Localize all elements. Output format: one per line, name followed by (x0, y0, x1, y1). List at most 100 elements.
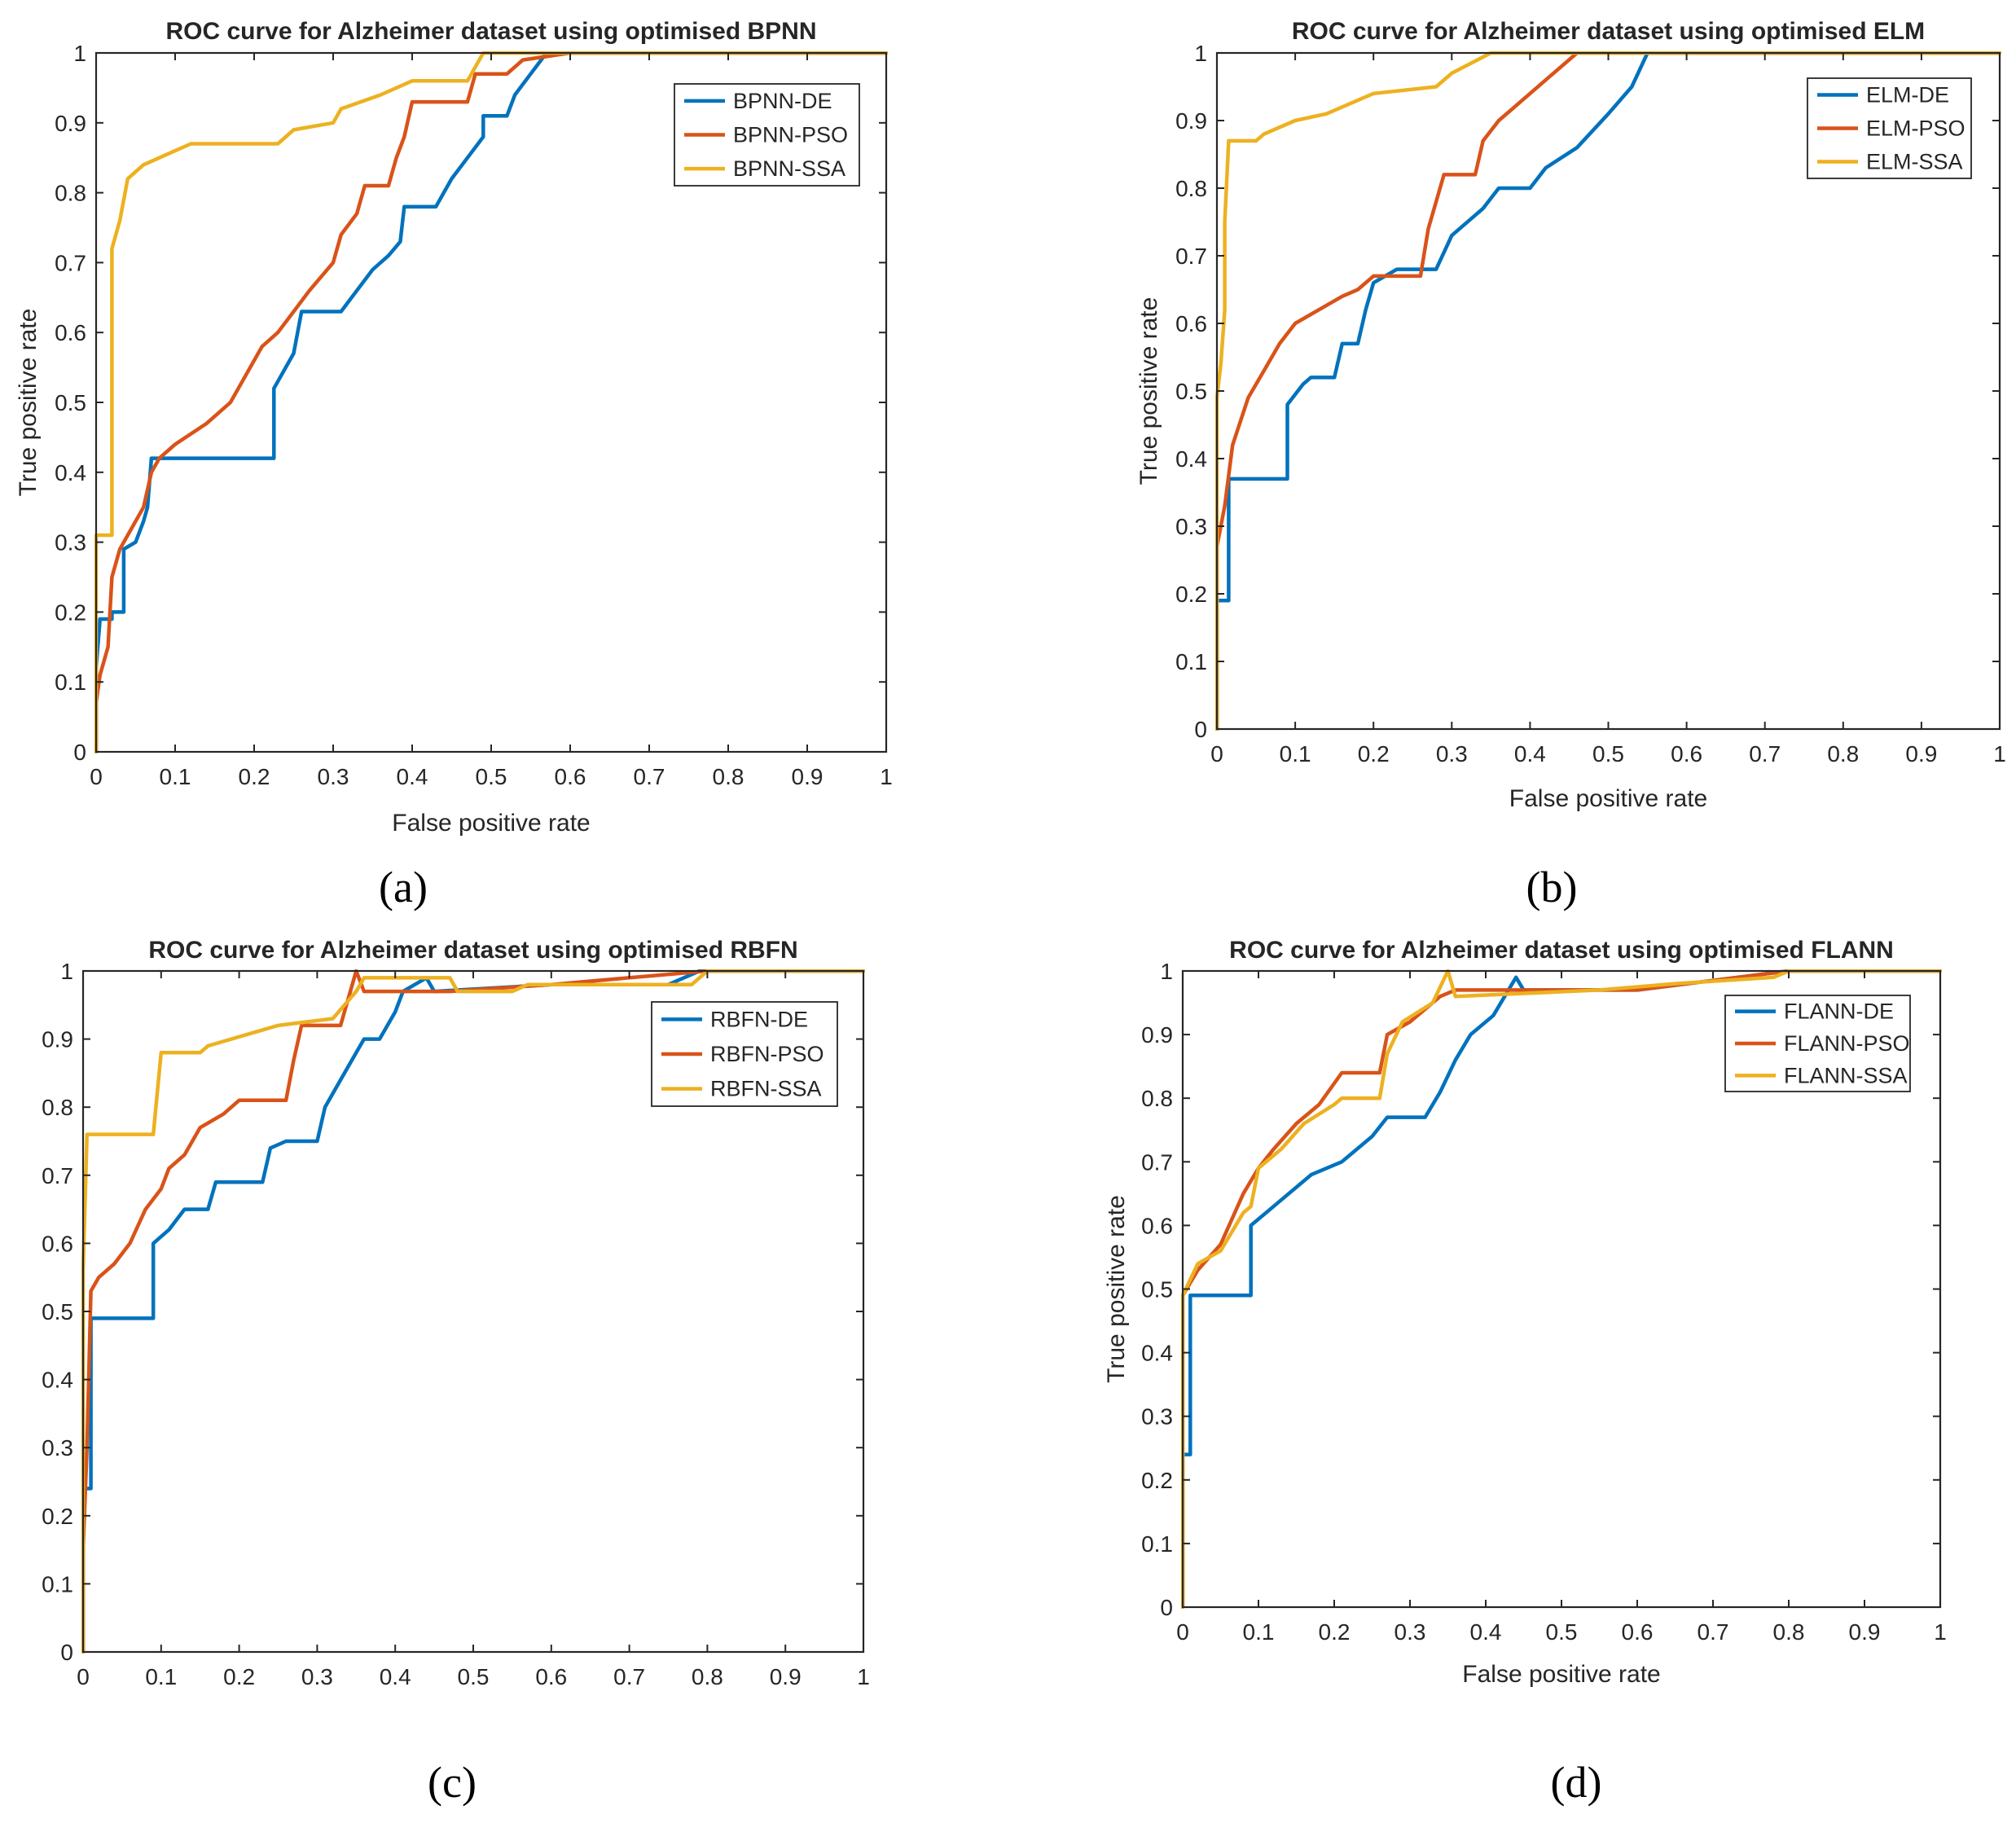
legend-label-bpnn-ssa: BPNN-SSA (733, 156, 845, 181)
x-tick-label-b-1: 0.1 (1280, 741, 1311, 767)
y-tick-label-c-0: 0 (60, 1640, 73, 1665)
x-tick-label-a-4: 0.4 (397, 764, 428, 789)
y-tick-label-a-3: 0.3 (55, 530, 86, 556)
legend-b: ELM-DE ELM-PSO ELM-SSA (1807, 77, 1972, 179)
x-tick-label-c-2: 0.2 (223, 1664, 255, 1689)
series-line-elm-pso (1215, 51, 2001, 731)
y-tick-label-c-6: 0.6 (42, 1231, 73, 1256)
legend-d: FLANN-DE FLANN-PSO FLANN-SSA (1724, 995, 1911, 1092)
x-tick-label-c-3: 0.3 (301, 1664, 333, 1689)
legend-label-flann-ssa: FLANN-SSA (1784, 1063, 1908, 1087)
y-tick-label-c-5: 0.5 (42, 1299, 73, 1324)
y-tick-label-c-9: 0.9 (42, 1027, 73, 1052)
y-tick-label-d-9: 0.9 (1141, 1022, 1173, 1048)
x-tick-label-d-2: 0.2 (1319, 1619, 1351, 1645)
x-tick-label-b-0: 0 (1210, 741, 1223, 767)
roc-chart-c: 0 0.1 0.2 0.3 0.4 0.5 0.6 0.7 0.8 0.9 1 0 0.1 0.2 0.3 0… (42, 937, 870, 1689)
y-tick-label-b-8: 0.8 (1175, 176, 1207, 201)
x-axis-label-a: False positive rate (392, 810, 590, 837)
chart-title-c: ROC curve for Alzheimer dataset using op… (148, 937, 797, 964)
y-tick-label-a-5: 0.5 (55, 390, 86, 415)
x-tick-label-b-4: 0.4 (1514, 741, 1546, 767)
legend-label-bpnn-de: BPNN-DE (733, 89, 832, 113)
y-tick-label-b-6: 0.6 (1175, 311, 1207, 336)
y-tick-label-d-0: 0 (1160, 1595, 1173, 1620)
y-axis-label-a: True positive rate (15, 309, 42, 497)
y-tick-label-b-5: 0.5 (1175, 379, 1207, 404)
y-tick-label-b-7: 0.7 (1175, 244, 1207, 269)
caption-c: (c) (428, 1758, 477, 1807)
y-tick-label-b-2: 0.2 (1175, 582, 1207, 607)
series-line-flann-de (1181, 969, 1942, 1609)
x-tick-label-a-8: 0.8 (713, 764, 744, 789)
x-tick-label-c-0: 0 (77, 1664, 90, 1689)
x-tick-label-c-8: 0.8 (692, 1664, 723, 1689)
y-tick-label-a-10: 1 (73, 41, 86, 66)
y-tick-label-a-8: 0.8 (55, 181, 86, 206)
y-tick-label-d-5: 0.5 (1141, 1277, 1173, 1302)
x-tick-label-a-7: 0.7 (634, 764, 665, 789)
x-tick-label-b-6: 0.6 (1671, 741, 1702, 767)
legend-label-flann-de: FLANN-DE (1784, 999, 1894, 1024)
series-line-flann-pso (1181, 969, 1942, 1609)
chart-title-a: ROC curve for Alzheimer dataset using op… (165, 18, 816, 45)
x-tick-label-b-7: 0.7 (1749, 741, 1781, 767)
roc-chart-a: 0 0.1 0.2 0.3 0.4 0.5 0.6 0.7 0.8 0.9 1 0 0.1 0.2 0.3 0… (15, 18, 893, 837)
caption-a: (a) (379, 863, 428, 912)
x-tick-label-d-1: 0.1 (1243, 1619, 1275, 1645)
series-line-flann-ssa (1181, 969, 1942, 1609)
x-tick-label-b-5: 0.5 (1592, 741, 1624, 767)
y-tick-label-a-7: 0.7 (55, 250, 86, 275)
legend-c: RBFN-DE RBFN-PSO RBFN-SSA (651, 1001, 838, 1107)
legend-label-rbfn-de: RBFN-DE (710, 1007, 808, 1031)
series-line-rbfn-ssa (81, 969, 865, 1654)
y-tick-label-b-1: 0.1 (1175, 649, 1207, 674)
series-line-bpnn-pso (94, 51, 888, 753)
x-tick-label-d-5: 0.5 (1546, 1619, 1578, 1645)
y-tick-label-c-8: 0.8 (42, 1095, 73, 1120)
x-tick-label-c-10: 1 (857, 1664, 870, 1689)
x-axis-label-b: False positive rate (1509, 785, 1707, 812)
x-tick-label-b-10: 1 (1993, 741, 2006, 767)
x-tick-label-b-3: 0.3 (1436, 741, 1468, 767)
y-tick-label-c-3: 0.3 (42, 1435, 73, 1461)
series-line-rbfn-de (81, 969, 865, 1654)
series-line-bpnn-ssa (94, 51, 888, 753)
y-tick-label-d-10: 1 (1160, 959, 1173, 984)
x-tick-label-a-3: 0.3 (318, 764, 349, 789)
y-tick-label-d-8: 0.8 (1141, 1086, 1173, 1111)
series-line-bpnn-de (94, 51, 888, 753)
legend-label-rbfn-ssa: RBFN-SSA (710, 1077, 822, 1101)
y-tick-label-b-10: 1 (1194, 41, 1207, 66)
roc-chart-b: 0 0.1 0.2 0.3 0.4 0.5 0.6 0.7 0.8 0.9 1 0 0.1 0.2 0.3 0… (1135, 18, 2006, 812)
y-tick-label-c-7: 0.7 (42, 1163, 73, 1188)
y-tick-label-d-1: 0.1 (1141, 1531, 1173, 1557)
y-tick-label-d-3: 0.3 (1141, 1404, 1173, 1430)
x-tick-label-c-1: 0.1 (145, 1664, 177, 1689)
legend-label-bpnn-pso: BPNN-PSO (733, 123, 848, 147)
series-line-elm-de (1215, 51, 2001, 731)
x-tick-label-c-6: 0.6 (535, 1664, 567, 1689)
x-tick-label-d-3: 0.3 (1395, 1619, 1426, 1645)
x-tick-label-d-7: 0.7 (1698, 1619, 1729, 1645)
y-tick-label-a-0: 0 (73, 740, 86, 765)
roc-chart-d: 0 0.1 0.2 0.3 0.4 0.5 0.6 0.7 0.8 0.9 1 0 0.1 0.2 0.3 0… (1103, 937, 1947, 1688)
y-tick-label-a-1: 0.1 (55, 670, 86, 695)
y-tick-label-a-9: 0.9 (55, 111, 86, 136)
y-axis-label-b: True positive rate (1135, 297, 1162, 485)
x-tick-label-b-8: 0.8 (1827, 741, 1859, 767)
series-line-elm-ssa (1215, 51, 2001, 731)
y-tick-label-c-4: 0.4 (42, 1368, 73, 1393)
y-tick-label-d-2: 0.2 (1141, 1468, 1173, 1493)
y-tick-label-a-4: 0.4 (55, 460, 86, 485)
x-tick-label-a-5: 0.5 (476, 764, 507, 789)
x-tick-label-a-6: 0.6 (555, 764, 586, 789)
x-tick-label-b-2: 0.2 (1358, 741, 1390, 767)
y-tick-label-a-6: 0.6 (55, 320, 86, 345)
x-tick-label-d-0: 0 (1176, 1619, 1189, 1645)
y-tick-label-b-0: 0 (1194, 717, 1207, 742)
caption-b: (b) (1526, 863, 1578, 912)
x-axis-label-d: False positive rate (1462, 1661, 1660, 1688)
x-tick-label-a-0: 0 (90, 764, 103, 789)
y-tick-label-c-2: 0.2 (42, 1504, 73, 1529)
